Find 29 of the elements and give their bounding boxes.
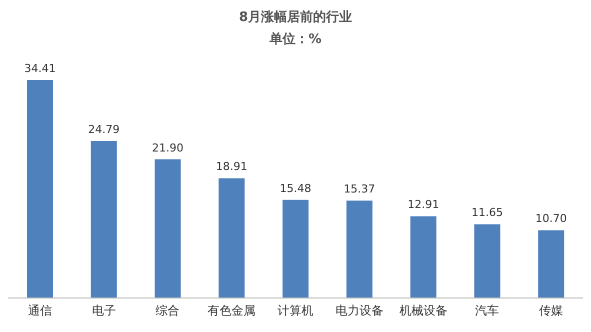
x-tick-label: 电子 [92,304,116,318]
data-label: 24.79 [88,122,120,136]
bar [346,200,372,298]
bar [27,80,53,298]
x-tick-label: 汽车 [475,304,500,318]
x-tick-label: 机械设备 [399,304,448,318]
data-label: 34.41 [24,62,56,75]
x-tick-label: 计算机 [278,304,314,318]
bar [538,230,564,298]
data-label: 12.91 [408,198,440,212]
x-tick-label: 有色金属 [208,304,256,318]
x-tick-label: 综合 [156,304,180,318]
bar [282,200,309,298]
data-label: 10.70 [535,212,567,226]
x-tick-label: 电力设备 [335,304,384,318]
data-label: 11.65 [471,206,503,220]
bar [90,140,117,298]
bar [474,224,500,298]
data-label: 15.48 [280,182,312,195]
bar [154,159,181,298]
data-label: 15.37 [344,182,376,196]
data-label: 21.90 [152,141,184,154]
bar [410,216,436,298]
x-tick-label: 通信 [28,304,52,318]
data-label: 18.91 [216,160,248,174]
bar [218,178,245,298]
chart-subtitle: 单位：% [268,31,323,49]
x-tick-label: 传媒 [539,304,564,318]
chart-title: 8月涨幅居前的行业 [238,9,354,27]
